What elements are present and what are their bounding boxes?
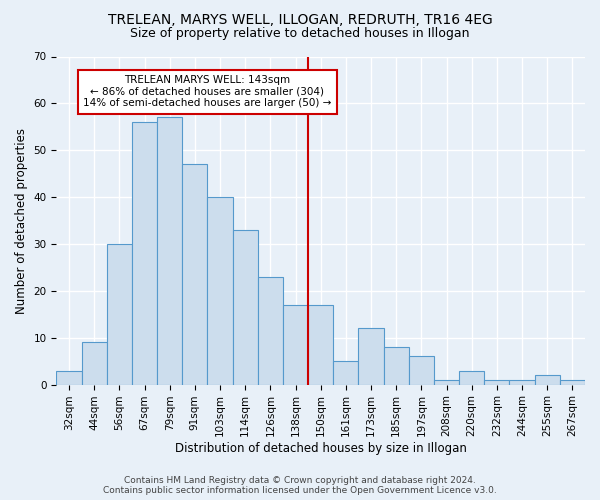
Bar — [208, 197, 233, 384]
Bar — [535, 375, 560, 384]
Bar — [107, 244, 132, 384]
X-axis label: Distribution of detached houses by size in Illogan: Distribution of detached houses by size … — [175, 442, 467, 455]
Text: TRELEAN, MARYS WELL, ILLOGAN, REDRUTH, TR16 4EG: TRELEAN, MARYS WELL, ILLOGAN, REDRUTH, T… — [107, 12, 493, 26]
Bar — [157, 118, 182, 384]
Bar — [560, 380, 585, 384]
Y-axis label: Number of detached properties: Number of detached properties — [15, 128, 28, 314]
Bar — [283, 305, 308, 384]
Bar — [308, 305, 333, 384]
Bar — [82, 342, 107, 384]
Bar — [383, 347, 409, 385]
Bar — [182, 164, 208, 384]
Bar — [484, 380, 509, 384]
Bar — [333, 361, 358, 384]
Bar — [459, 370, 484, 384]
Bar — [509, 380, 535, 384]
Bar — [233, 230, 258, 384]
Bar — [258, 277, 283, 384]
Bar — [132, 122, 157, 384]
Text: TRELEAN MARYS WELL: 143sqm
← 86% of detached houses are smaller (304)
14% of sem: TRELEAN MARYS WELL: 143sqm ← 86% of deta… — [83, 75, 332, 108]
Bar — [56, 370, 82, 384]
Bar — [434, 380, 459, 384]
Bar — [409, 356, 434, 384]
Text: Size of property relative to detached houses in Illogan: Size of property relative to detached ho… — [130, 28, 470, 40]
Text: Contains HM Land Registry data © Crown copyright and database right 2024.
Contai: Contains HM Land Registry data © Crown c… — [103, 476, 497, 495]
Bar — [358, 328, 383, 384]
